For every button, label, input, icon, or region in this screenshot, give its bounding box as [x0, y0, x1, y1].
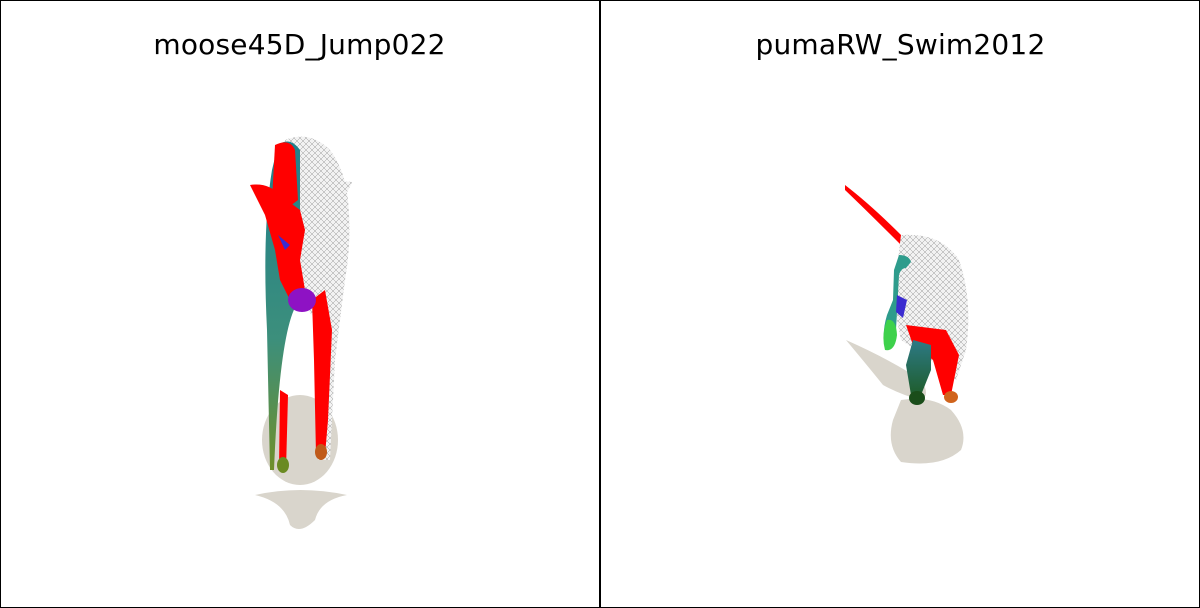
panel-title: pumaRW_Swim2012	[755, 28, 1046, 61]
puma-shadow	[846, 340, 964, 464]
moose-shadow	[255, 395, 347, 529]
panel-moose: moose45D_Jump022	[0, 0, 599, 608]
panel-divider	[599, 0, 601, 608]
moose-body	[250, 136, 352, 473]
panel-title: moose45D_Jump022	[153, 28, 446, 61]
moose-render	[250, 136, 352, 529]
puma-tail	[845, 185, 909, 245]
puma-body	[883, 234, 969, 405]
puma-render	[845, 185, 969, 464]
panel-puma: pumaRW_Swim2012	[601, 0, 1200, 608]
